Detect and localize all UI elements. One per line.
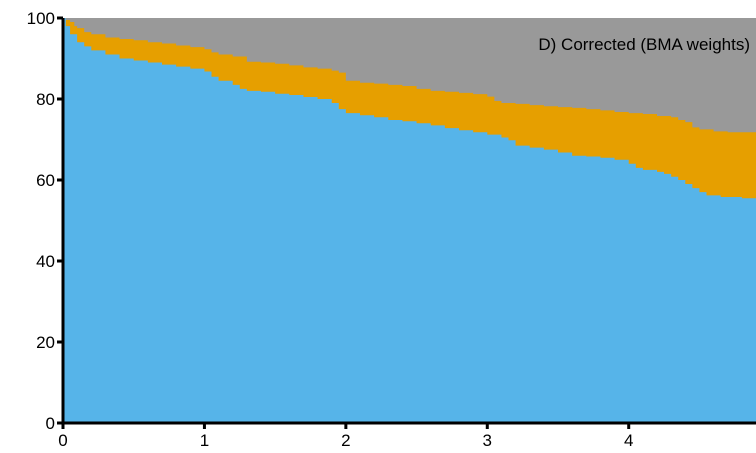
y-tick-label: 60: [36, 171, 55, 190]
panel-title: D) Corrected (BMA weights): [538, 35, 750, 54]
plot-areas: [63, 18, 756, 423]
y-tick-label: 20: [36, 333, 55, 352]
y-tick-label: 40: [36, 252, 55, 271]
y-tick-label: 80: [36, 90, 55, 109]
axes: [61, 18, 756, 425]
x-tick-label: 4: [624, 431, 633, 450]
ticks: 0 20 40 60 80 100 0 1 2 3 4: [27, 9, 634, 450]
x-tick-label: 3: [483, 431, 492, 450]
x-tick-label: 0: [58, 431, 67, 450]
y-tick-label: 0: [46, 414, 55, 433]
y-tick-label: 100: [27, 9, 55, 28]
x-tick-label: 2: [341, 431, 350, 450]
area-layer-0: [63, 18, 756, 423]
x-tick-label: 1: [200, 431, 209, 450]
